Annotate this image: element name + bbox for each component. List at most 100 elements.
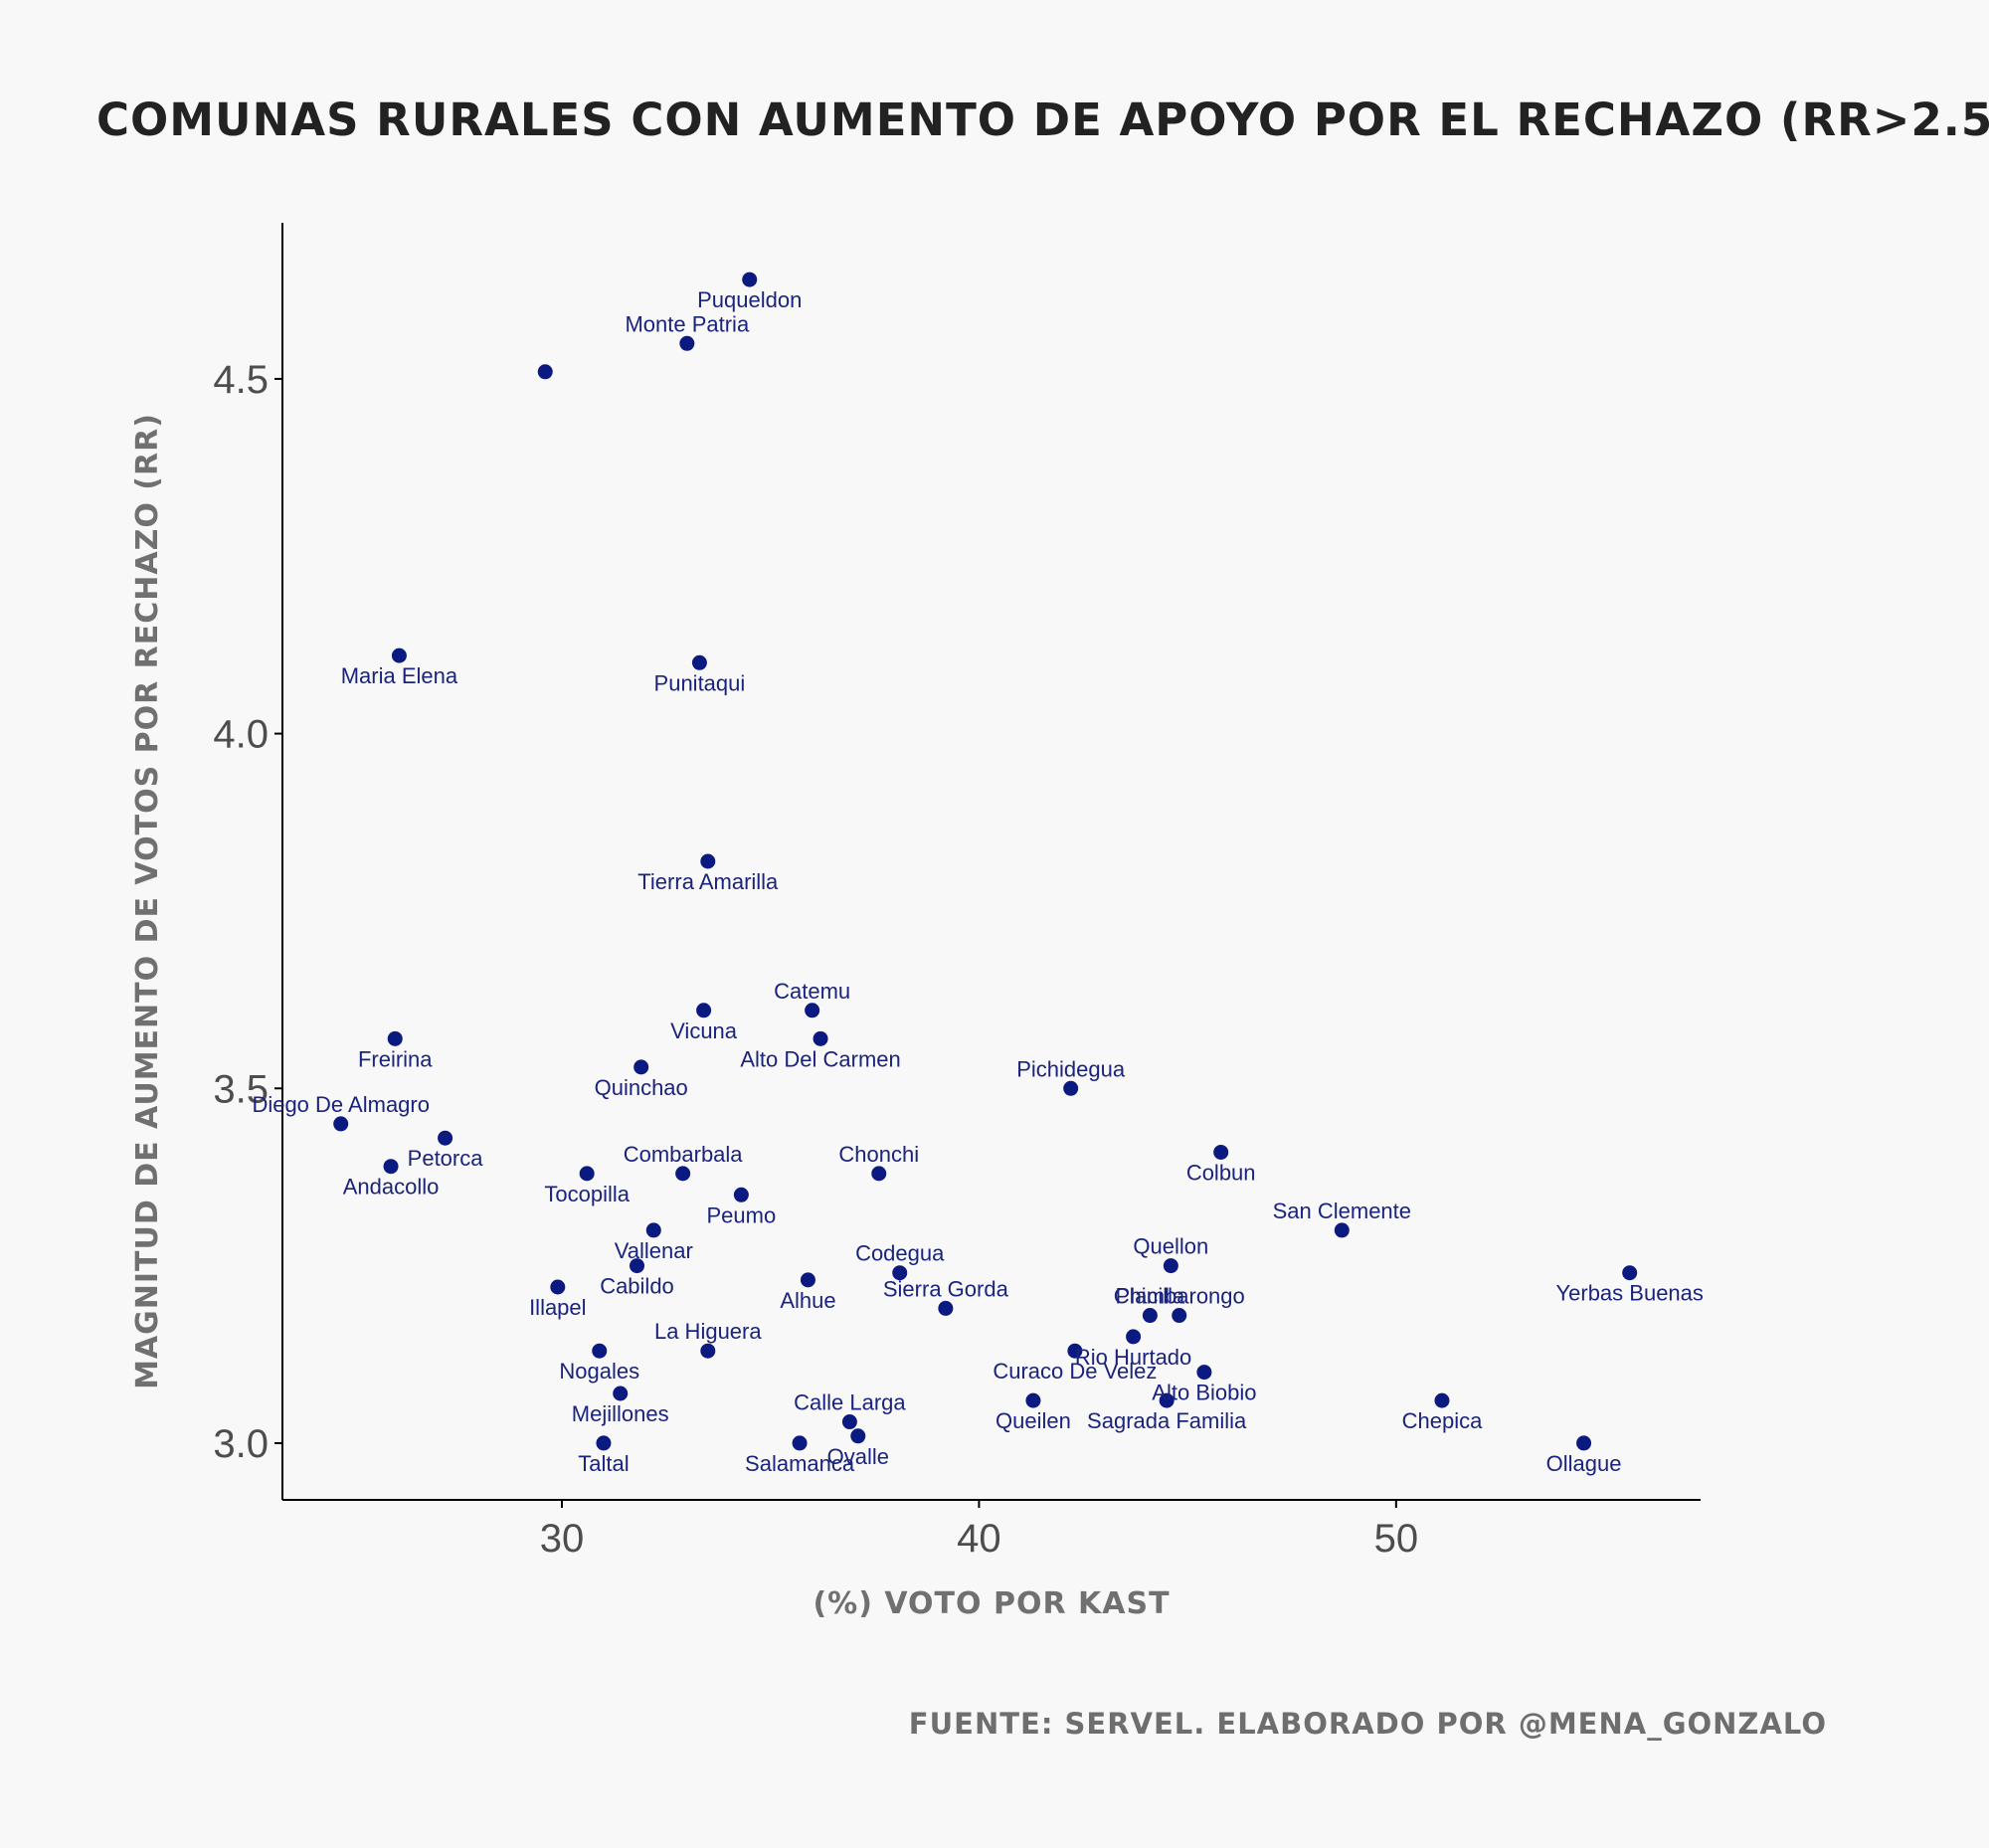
data-point (679, 335, 695, 351)
point-label: Combarbala (624, 1142, 744, 1167)
point-label: Sierra Gorda (883, 1276, 1009, 1301)
point-label: Puqueldon (697, 287, 802, 312)
data-point (645, 1222, 661, 1238)
data-point (800, 1272, 815, 1288)
point-label: Maria Elena (341, 663, 458, 688)
data-point (1142, 1308, 1158, 1324)
point-label: San Clemente (1273, 1199, 1411, 1223)
point-label: Curaco De Velez (993, 1359, 1157, 1384)
point-label: Mejillones (572, 1401, 669, 1426)
data-points (333, 272, 1638, 1451)
y-tick-label: 4.0 (213, 713, 269, 757)
data-point (633, 1059, 649, 1075)
data-point (630, 1258, 644, 1274)
point-label: Chonchi (838, 1142, 919, 1167)
y-tick-label: 3.5 (213, 1067, 269, 1111)
point-label: Chepica (1402, 1408, 1483, 1433)
y-tick-label: 4.5 (213, 358, 269, 402)
point-label: Nogales (559, 1359, 639, 1384)
data-point (733, 1187, 749, 1202)
axis-ticks: 30 40 50 3.0 3.5 4.0 4.5 (213, 358, 1418, 1561)
point-label: Pichidegua (1016, 1056, 1126, 1081)
point-label: Sagrada Familia (1087, 1408, 1247, 1433)
data-point (892, 1265, 908, 1281)
y-tick-label: 3.0 (213, 1422, 269, 1466)
data-point (1172, 1308, 1187, 1324)
y-axis-title: MAGNITUD DE AUMENTO DE VOTOS POR RECHAZO… (130, 413, 165, 1389)
point-label: Catemu (774, 979, 850, 1004)
data-point (1334, 1222, 1350, 1238)
point-label: Salamanca (745, 1451, 855, 1476)
point-label: Tocopilla (544, 1182, 630, 1206)
point-label: Quellon (1133, 1234, 1208, 1259)
data-point (938, 1300, 954, 1316)
point-label: Ovalle (827, 1444, 889, 1469)
data-point (579, 1166, 595, 1182)
data-point (700, 1343, 716, 1359)
point-label: Colbun (1186, 1160, 1256, 1185)
point-label: Diego De Almagro (252, 1092, 430, 1117)
data-point (813, 1030, 828, 1046)
data-point (1163, 1258, 1178, 1274)
point-label: Andacollo (343, 1175, 440, 1200)
point-label: Chimbarongo (1114, 1284, 1245, 1309)
data-point (550, 1279, 566, 1295)
point-label: Yerbas Buenas (1555, 1281, 1703, 1306)
point-label: Quinchao (595, 1075, 688, 1100)
data-point (1213, 1144, 1229, 1160)
data-point (1025, 1392, 1041, 1408)
x-axis-title: (%) VOTO POR KAST (813, 1586, 1170, 1621)
point-label: Punitaqui (654, 670, 746, 695)
data-point (871, 1166, 887, 1182)
x-tick-label: 50 (1374, 1517, 1419, 1561)
point-label: Petorca (408, 1146, 484, 1171)
data-point (537, 364, 553, 380)
data-point (805, 1003, 820, 1018)
point-label: Cabildo (600, 1274, 674, 1299)
data-point (1126, 1329, 1142, 1345)
data-point (792, 1435, 808, 1451)
point-label: La Higuera (654, 1319, 762, 1344)
point-label: Vallenar (615, 1238, 693, 1263)
point-label: Codegua (855, 1241, 945, 1266)
data-point (613, 1386, 629, 1401)
data-point (1159, 1392, 1175, 1408)
point-label: Monte Patria (625, 311, 749, 336)
data-point (391, 647, 407, 663)
point-label: Placilla (1116, 1284, 1185, 1309)
data-point (438, 1130, 453, 1146)
point-label: Alto Del Carmen (740, 1046, 900, 1071)
data-point (1576, 1435, 1592, 1451)
point-label: Queilen (995, 1408, 1071, 1433)
x-tick-label: 40 (957, 1517, 1001, 1561)
source-credit: FUENTE: SERVEL. ELABORADO POR @MENA_GONZ… (908, 1707, 1827, 1741)
point-label: Calle Larga (794, 1390, 906, 1415)
point-label: Tierra Amarilla (637, 869, 779, 894)
point-label: Ollague (1546, 1451, 1622, 1476)
point-label: Alto Biobio (1152, 1381, 1256, 1405)
point-label: Taltal (578, 1451, 629, 1476)
data-point (1067, 1343, 1083, 1359)
chart-title: COMUNAS RURALES CON AUMENTO DE APOYO POR… (96, 93, 1989, 146)
data-point (333, 1116, 349, 1132)
point-label: Peumo (706, 1202, 776, 1227)
x-tick-label: 30 (540, 1517, 585, 1561)
point-label: Freirina (358, 1046, 433, 1071)
data-point (696, 1003, 712, 1018)
data-point (1622, 1265, 1638, 1281)
data-point (850, 1428, 866, 1444)
point-label: Rio Hurtado (1075, 1345, 1191, 1370)
point-label: Vicuna (670, 1018, 738, 1043)
point-label: Alhue (780, 1288, 835, 1313)
data-point (383, 1159, 399, 1175)
data-point (700, 853, 716, 869)
data-point (596, 1435, 612, 1451)
data-point (675, 1166, 691, 1182)
data-point (1196, 1365, 1212, 1381)
data-point (742, 272, 758, 287)
data-point (691, 654, 707, 670)
data-point (387, 1030, 403, 1046)
